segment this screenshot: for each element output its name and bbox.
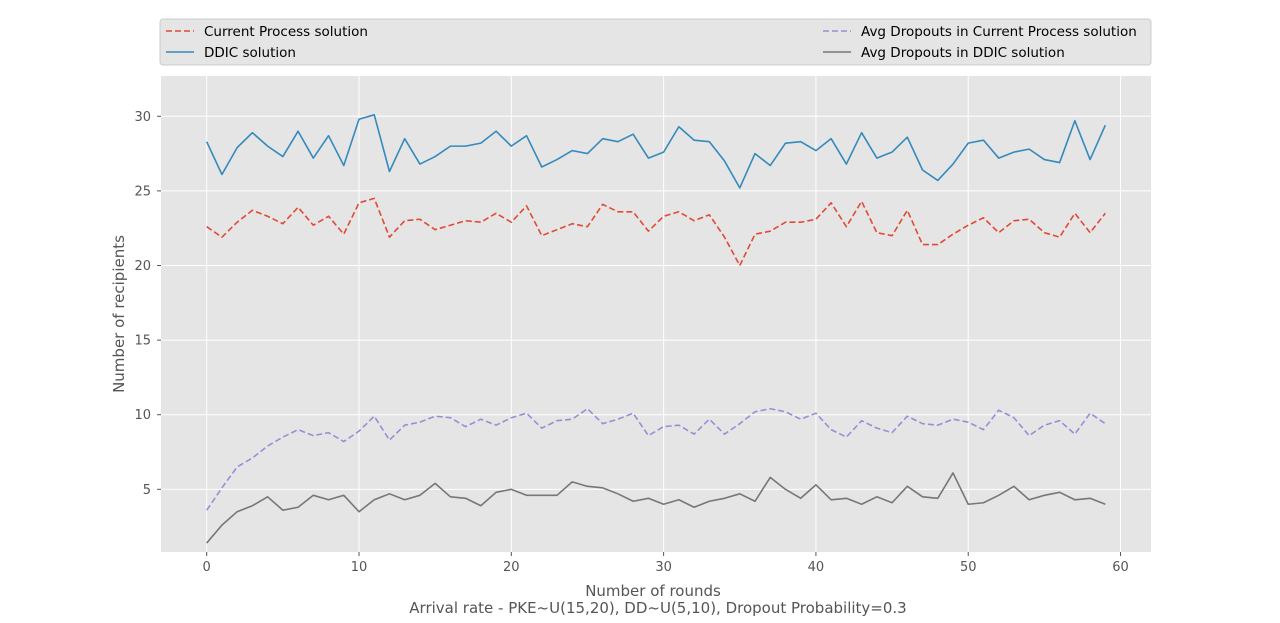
x-tick-label: 20 — [503, 560, 520, 575]
x-tick-label: 30 — [655, 560, 672, 575]
series-line-2 — [205, 114, 1107, 189]
y-tick-label: 10 — [134, 408, 151, 423]
legend-label-2: DDIC solution — [204, 45, 296, 61]
x-tick-label: 50 — [960, 560, 977, 575]
y-tick-label: 5 — [143, 483, 151, 498]
x-axis-ticks: 0 10 20 30 40 50 60 — [203, 552, 1129, 575]
y-axis-label: Number of recipients — [110, 235, 128, 393]
legend-label-4: Avg Dropouts in DDIC solution — [861, 45, 1065, 61]
series-layer — [205, 114, 1107, 544]
y-tick-label: 15 — [134, 334, 151, 349]
x-tick-label: 10 — [351, 560, 368, 575]
legend-label-3: Avg Dropouts in Current Process solution — [861, 24, 1137, 40]
y-tick-label: 25 — [134, 184, 151, 199]
x-axis-label: Number of rounds — [585, 582, 721, 600]
series-line-1 — [206, 197, 1106, 267]
legend-box — [159, 18, 1152, 66]
y-tick-label: 20 — [134, 259, 151, 274]
chart-caption: Arrival rate - PKE~U(15,20), DD~U(5,10),… — [409, 599, 906, 617]
x-tick-label: 0 — [203, 560, 211, 575]
series-line-4 — [206, 472, 1106, 544]
y-tick-label: 30 — [134, 110, 151, 125]
legend-label-1: Current Process solution — [204, 24, 368, 40]
series-line-3 — [206, 407, 1106, 511]
y-axis-ticks: 5 10 15 20 25 30 — [134, 110, 161, 498]
legend-items: Current Process solution DDIC solution Avg… — [166, 24, 1137, 61]
legend: Current Process solution DDIC solution Avg… — [159, 18, 1152, 66]
grid — [161, 76, 1151, 552]
plot-area — [161, 76, 1151, 552]
x-tick-label: 60 — [1112, 560, 1129, 575]
x-tick-label: 40 — [808, 560, 825, 575]
